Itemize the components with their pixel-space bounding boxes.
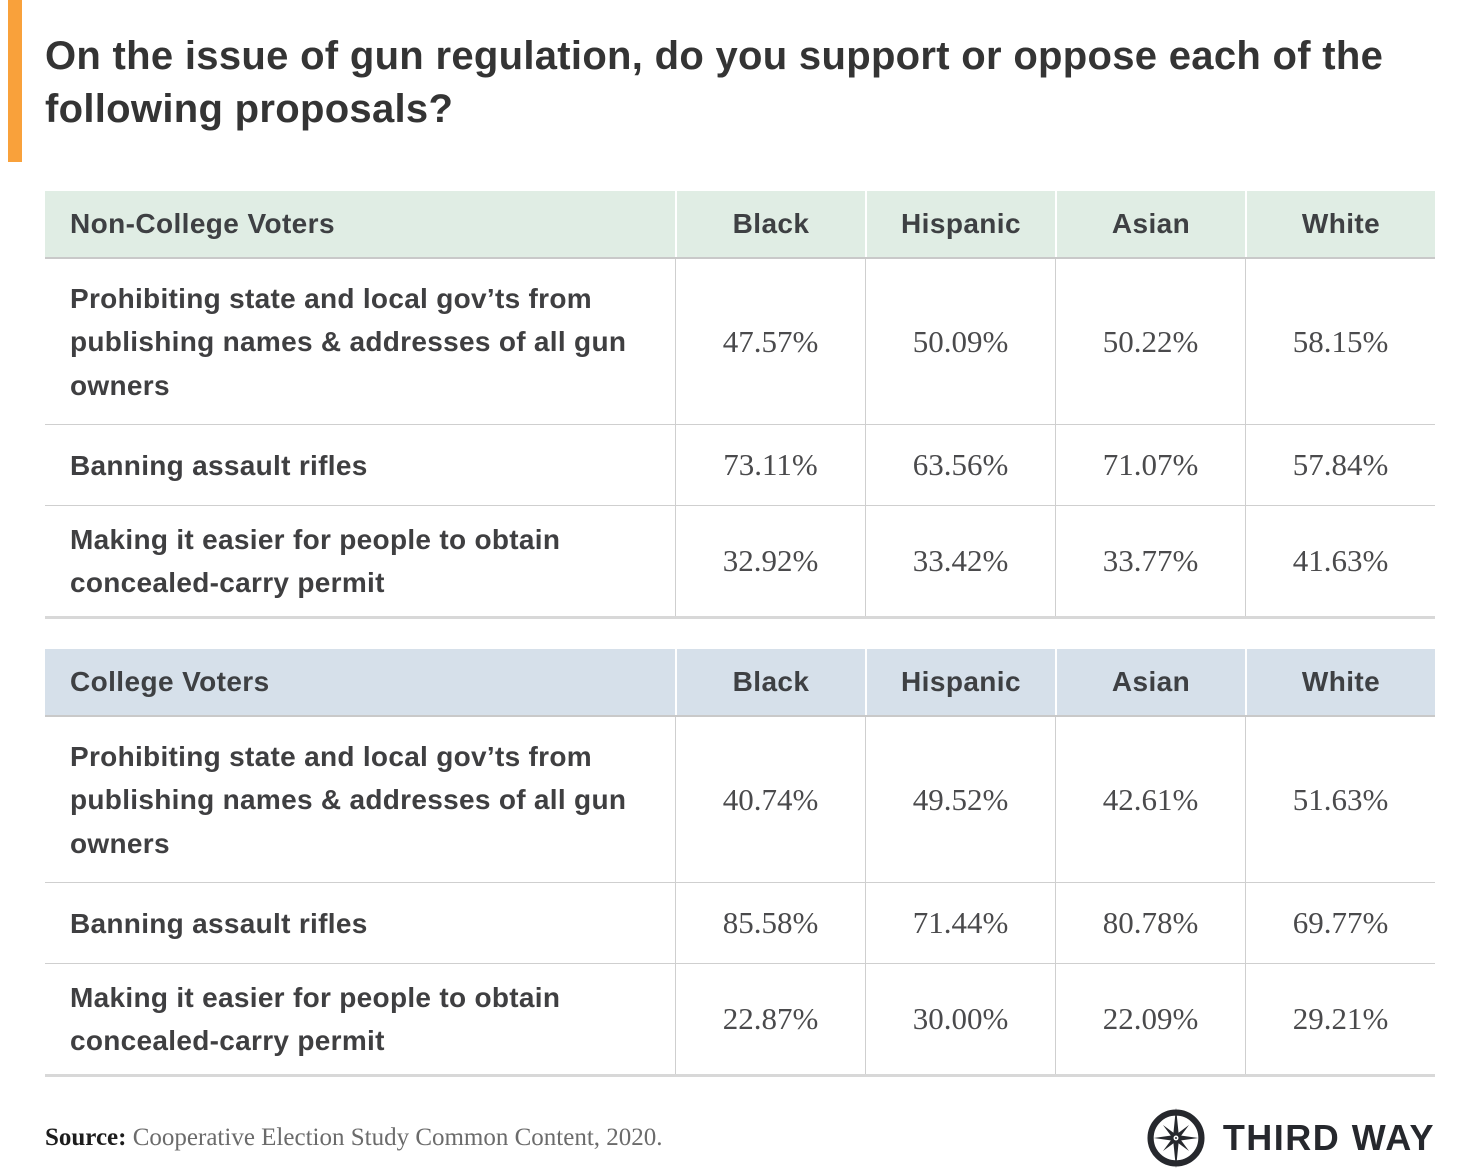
value-cell: 51.63%: [1245, 717, 1435, 883]
value-cell: 57.84%: [1245, 425, 1435, 506]
row-label-text: Prohibiting state and local gov’ts from …: [70, 740, 627, 859]
value-cell: 50.22%: [1055, 259, 1245, 425]
column-header-black: Black: [675, 649, 865, 716]
source-label: Source:: [45, 1124, 127, 1152]
column-header-black: Black: [675, 191, 865, 258]
value-cell: 50.09%: [865, 259, 1055, 425]
row-label-text: Making it easier for people to obtain co…: [70, 981, 561, 1057]
value-cell: 85.58%: [675, 883, 865, 964]
page-content: On the issue of gun regulation, do you s…: [45, 0, 1435, 1169]
column-header-asian: Asian: [1055, 649, 1245, 716]
table-row: Banning assault rifles 85.58% 71.44% 80.…: [45, 882, 1435, 964]
third-way-wordmark: THIRD WAY: [1222, 1117, 1435, 1159]
group-label: College Voters: [45, 649, 675, 716]
row-label: Banning assault rifles: [45, 425, 675, 505]
value-cell: 41.63%: [1245, 506, 1435, 617]
row-label-text: Making it easier for people to obtain co…: [70, 523, 561, 599]
row-label-text: Banning assault rifles: [70, 907, 368, 939]
value-cell: 22.87%: [675, 964, 865, 1075]
value-cell: 71.44%: [865, 883, 1055, 964]
table-header-row: Non-College Voters Black Hispanic Asian …: [45, 191, 1435, 260]
value-cell: 47.57%: [675, 259, 865, 425]
value-cell: 32.92%: [675, 506, 865, 617]
value-cell: 69.77%: [1245, 883, 1435, 964]
column-header-white: White: [1245, 649, 1435, 716]
column-header-hispanic: Hispanic: [865, 191, 1055, 258]
value-cell: 49.52%: [865, 717, 1055, 883]
footer: Source: Cooperative Election Study Commo…: [45, 1107, 1435, 1169]
value-cell: 29.21%: [1245, 964, 1435, 1075]
value-cell: 22.09%: [1055, 964, 1245, 1075]
value-cell: 42.61%: [1055, 717, 1245, 883]
table-college-voters: College Voters Black Hispanic Asian Whit…: [45, 649, 1435, 1078]
value-cell: 71.07%: [1055, 425, 1245, 506]
column-header-asian: Asian: [1055, 191, 1245, 258]
group-label: Non-College Voters: [45, 191, 675, 258]
column-header-white: White: [1245, 191, 1435, 258]
source-line: Source: Cooperative Election Study Commo…: [45, 1124, 663, 1152]
accent-bar: [8, 0, 22, 162]
value-cell: 58.15%: [1245, 259, 1435, 425]
source-text: Cooperative Election Study Common Conten…: [126, 1124, 663, 1152]
value-cell: 33.77%: [1055, 506, 1245, 617]
table-row: Making it easier for people to obtain co…: [45, 963, 1435, 1075]
row-label: Prohibiting state and local gov’ts from …: [45, 259, 675, 424]
page-title: On the issue of gun regulation, do you s…: [45, 34, 1384, 132]
table-non-college-voters: Non-College Voters Black Hispanic Asian …: [45, 191, 1435, 620]
column-header-hispanic: Hispanic: [865, 649, 1055, 716]
tables-wrap: Non-College Voters Black Hispanic Asian …: [45, 191, 1435, 1078]
value-cell: 30.00%: [865, 964, 1055, 1075]
row-label: Banning assault rifles: [45, 883, 675, 963]
third-way-logo: THIRD WAY: [1145, 1107, 1435, 1169]
value-cell: 63.56%: [865, 425, 1055, 506]
row-label-text: Prohibiting state and local gov’ts from …: [70, 282, 627, 401]
row-label-text: Banning assault rifles: [70, 449, 368, 481]
row-label: Prohibiting state and local gov’ts from …: [45, 717, 675, 882]
value-cell: 80.78%: [1055, 883, 1245, 964]
row-label: Making it easier for people to obtain co…: [45, 964, 675, 1074]
table-row: Banning assault rifles 73.11% 63.56% 71.…: [45, 424, 1435, 506]
table-row: Prohibiting state and local gov’ts from …: [45, 259, 1435, 425]
table-header-row: College Voters Black Hispanic Asian Whit…: [45, 649, 1435, 718]
value-cell: 40.74%: [675, 717, 865, 883]
table-row: Prohibiting state and local gov’ts from …: [45, 717, 1435, 883]
table-row: Making it easier for people to obtain co…: [45, 505, 1435, 617]
value-cell: 73.11%: [675, 425, 865, 506]
compass-icon: [1147, 1107, 1205, 1169]
row-label: Making it easier for people to obtain co…: [45, 506, 675, 616]
value-cell: 33.42%: [865, 506, 1055, 617]
